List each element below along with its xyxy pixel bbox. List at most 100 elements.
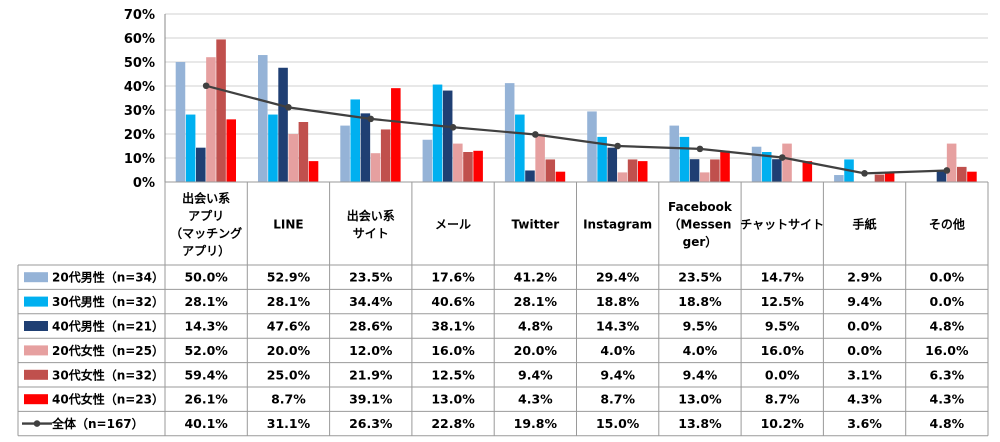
overall-line-point [532, 131, 539, 138]
x-category-label: Twitter [512, 218, 560, 232]
table-cell-value: 14.3% [184, 319, 228, 334]
table-cell-value: 8.7% [765, 392, 800, 407]
table-cell-value: 4.0% [600, 343, 635, 358]
bar [175, 62, 186, 182]
table-cell-value: 9.5% [765, 319, 800, 334]
bar [525, 170, 535, 182]
table-cell-value: 12.0% [349, 343, 393, 358]
table-cell-value: 4.8% [930, 319, 965, 334]
bar [710, 159, 720, 182]
table-cell-value: 50.0% [184, 270, 228, 285]
y-axis: 0% 10% 20% 30% 40% 50% 60% 70% [124, 8, 166, 191]
table-cell-value: 23.5% [349, 270, 393, 285]
y-tick-label: 40% [124, 80, 155, 95]
table-cell-value: 13.0% [678, 392, 722, 407]
table-cell-value: 28.1% [514, 294, 558, 309]
x-category-label: （マッチング [170, 225, 242, 240]
overall-line-point [449, 123, 457, 131]
table-cell-value: 59.4% [184, 367, 228, 382]
legend-series-name: 30代男性（n=32） [52, 294, 164, 309]
bar [761, 152, 772, 182]
table-cell-value: 4.3% [518, 392, 553, 407]
table-cell-value: 18.8% [678, 294, 722, 309]
table-cell-value: 52.0% [184, 343, 228, 358]
table-cell-value: 12.5% [431, 367, 475, 382]
bar [360, 113, 371, 182]
table-cell-value: 16.0% [761, 343, 805, 358]
overall-line-point [202, 82, 210, 90]
table-cell-value: 25.0% [267, 367, 311, 382]
overall-line-point [943, 167, 951, 174]
table-cell-value: 0.0% [847, 343, 882, 358]
bar [957, 166, 967, 182]
table-cell-value: 0.0% [765, 367, 800, 382]
overall-line-point [614, 142, 621, 150]
table-cell-value: 16.0% [431, 343, 475, 358]
table-cell-value: 14.3% [596, 319, 640, 334]
table-cell-value: 19.8% [514, 416, 558, 431]
x-category-label: 出会い系 [347, 208, 395, 223]
table-cell-value: 14.7% [761, 270, 805, 285]
x-category-label: その他 [929, 217, 965, 232]
table-cell-value: 28.1% [267, 294, 311, 309]
table-cell-value: 20.0% [267, 343, 311, 358]
table-cell-value: 9.4% [847, 294, 882, 309]
bar [782, 143, 792, 182]
x-category-label: 出会い系 [182, 190, 230, 205]
bar [196, 147, 206, 182]
y-tick-label: 10% [124, 152, 155, 167]
bar [258, 55, 268, 182]
overall-line-point [285, 104, 292, 111]
table-cell-value: 20.0% [514, 343, 558, 358]
table-cell-value: 6.3% [930, 367, 965, 382]
y-tick-label: 30% [124, 104, 155, 119]
legend-series-name: 20代男性（n=34） [52, 270, 164, 285]
bar [545, 159, 556, 182]
legend-series-name: 全体（n=167） [51, 416, 144, 431]
table-cell-value: 4.8% [930, 416, 965, 431]
x-category-label: LINE [273, 218, 303, 232]
legend-key [24, 296, 48, 307]
table-cell-value: 17.6% [431, 270, 475, 285]
bar [637, 161, 648, 182]
bar [515, 114, 525, 182]
x-category-label: ger） [683, 234, 718, 249]
bar [380, 129, 391, 182]
overall-line-point [367, 115, 375, 123]
table-cell-value: 15.0% [596, 416, 640, 431]
legend-key-point [33, 420, 41, 427]
table-cell-value: 8.7% [600, 392, 635, 407]
bar [669, 125, 680, 182]
y-tick-label: 60% [124, 32, 155, 47]
overall-line-point [778, 154, 786, 161]
legend-series-name: 30代女性（n=32） [52, 367, 164, 382]
bar [689, 159, 700, 182]
bar [298, 122, 309, 182]
bar [555, 171, 566, 182]
table-cell-value: 9.5% [683, 319, 718, 334]
x-category-label: チャットサイト [740, 218, 824, 232]
bar [206, 57, 216, 183]
x-category-label: 手紙 [853, 217, 877, 232]
bar [874, 174, 885, 182]
legend-key [24, 272, 48, 283]
table-cell-value: 26.1% [184, 392, 228, 407]
table-cell-value: 2.9% [847, 270, 882, 285]
x-category-label: メール [435, 218, 471, 232]
bar [834, 175, 844, 182]
x-category-label: Instagram [583, 218, 652, 232]
x-category-label: アプリ） [182, 243, 230, 258]
table-cell-value: 28.1% [184, 294, 228, 309]
bar [268, 114, 278, 182]
bar [288, 134, 298, 182]
legend-series-name: 20代女性（n=25） [52, 343, 164, 358]
legend-key [24, 321, 48, 331]
bar [720, 150, 730, 182]
bar [453, 143, 463, 182]
bar [772, 159, 782, 182]
table-cell-value: 28.6% [349, 319, 393, 334]
bar [422, 139, 433, 182]
bar [185, 114, 196, 182]
